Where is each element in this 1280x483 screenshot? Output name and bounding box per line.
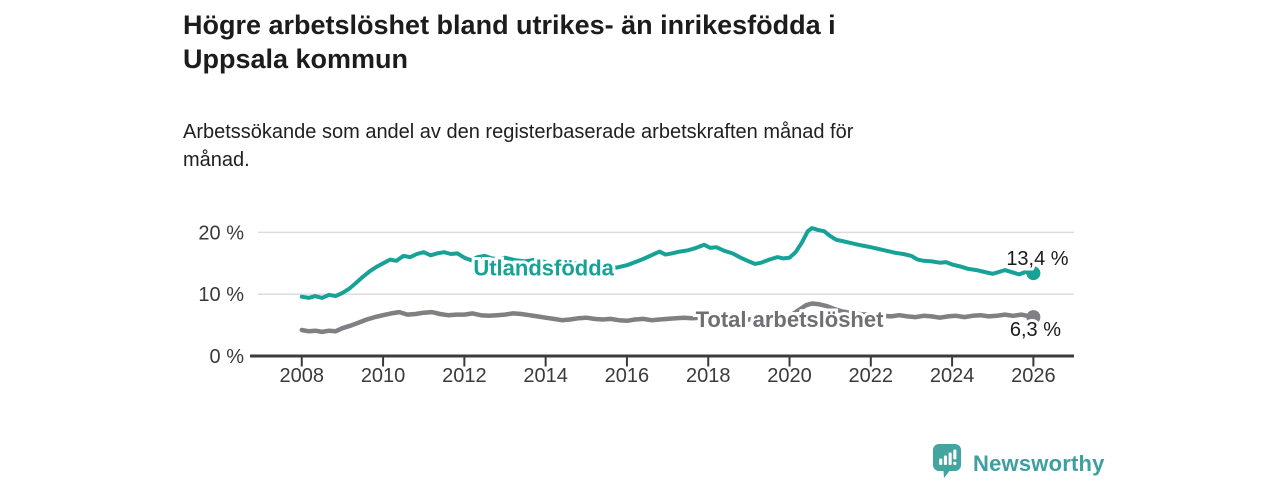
x-tick-label: 2018 — [686, 365, 731, 387]
series-label-utlandsfodda: Utlandsfödda — [473, 256, 614, 281]
x-tick-label: 2010 — [361, 365, 406, 387]
chart-subtitle-line2: månad. — [183, 149, 250, 171]
chart-title: Högre arbetslöshet bland utrikes- än inr… — [183, 8, 1063, 76]
line-chart: 0 % 10 % 20 % 2008 2010 2012 2014 2016 2018 2020 2… — [190, 210, 1110, 405]
x-tick-label: 2026 — [1011, 365, 1056, 387]
chart-title-line2: Uppsala kommun — [183, 44, 409, 74]
newsworthy-logo-icon — [933, 444, 963, 483]
chart-subtitle: Arbetssökande som andel av den registerb… — [183, 118, 1063, 174]
x-tick-label: 2012 — [442, 365, 487, 387]
end-value-label-utlandsfodda: 13,4 % — [1006, 248, 1068, 270]
y-tick-label: 10 % — [198, 284, 244, 306]
newsworthy-brand-link[interactable]: Newsworthy — [933, 444, 1105, 483]
x-tick-label: 2016 — [605, 365, 650, 387]
newsworthy-brand-name: Newsworthy — [973, 450, 1105, 476]
x-tick-label: 2022 — [849, 365, 894, 387]
x-tick-label: 2014 — [523, 365, 568, 387]
y-tick-label: 0 % — [210, 346, 245, 368]
series-line-1 — [299, 301, 1036, 335]
x-tick-label: 2024 — [930, 365, 975, 387]
x-tick-label: 2008 — [280, 365, 325, 387]
end-value-label-total: 6,3 % — [1010, 319, 1061, 341]
series-end-dot-1 — [1026, 310, 1041, 325]
chart-svg: 0 % 10 % 20 % 2008 2010 2012 2014 2016 2018 2020 2… — [198, 222, 1074, 387]
series-line-0 — [299, 226, 1036, 300]
y-tick-label: 20 % — [198, 222, 244, 244]
series-label-total-arbetsloshet: Total arbetslöshet — [696, 307, 885, 332]
chart-title-line1: Högre arbetslöshet bland utrikes- än inr… — [183, 10, 836, 40]
x-tick-label: 2020 — [767, 365, 812, 387]
chart-subtitle-line1: Arbetssökande som andel av den registerb… — [183, 121, 854, 143]
series-end-dot-0 — [1026, 266, 1041, 281]
